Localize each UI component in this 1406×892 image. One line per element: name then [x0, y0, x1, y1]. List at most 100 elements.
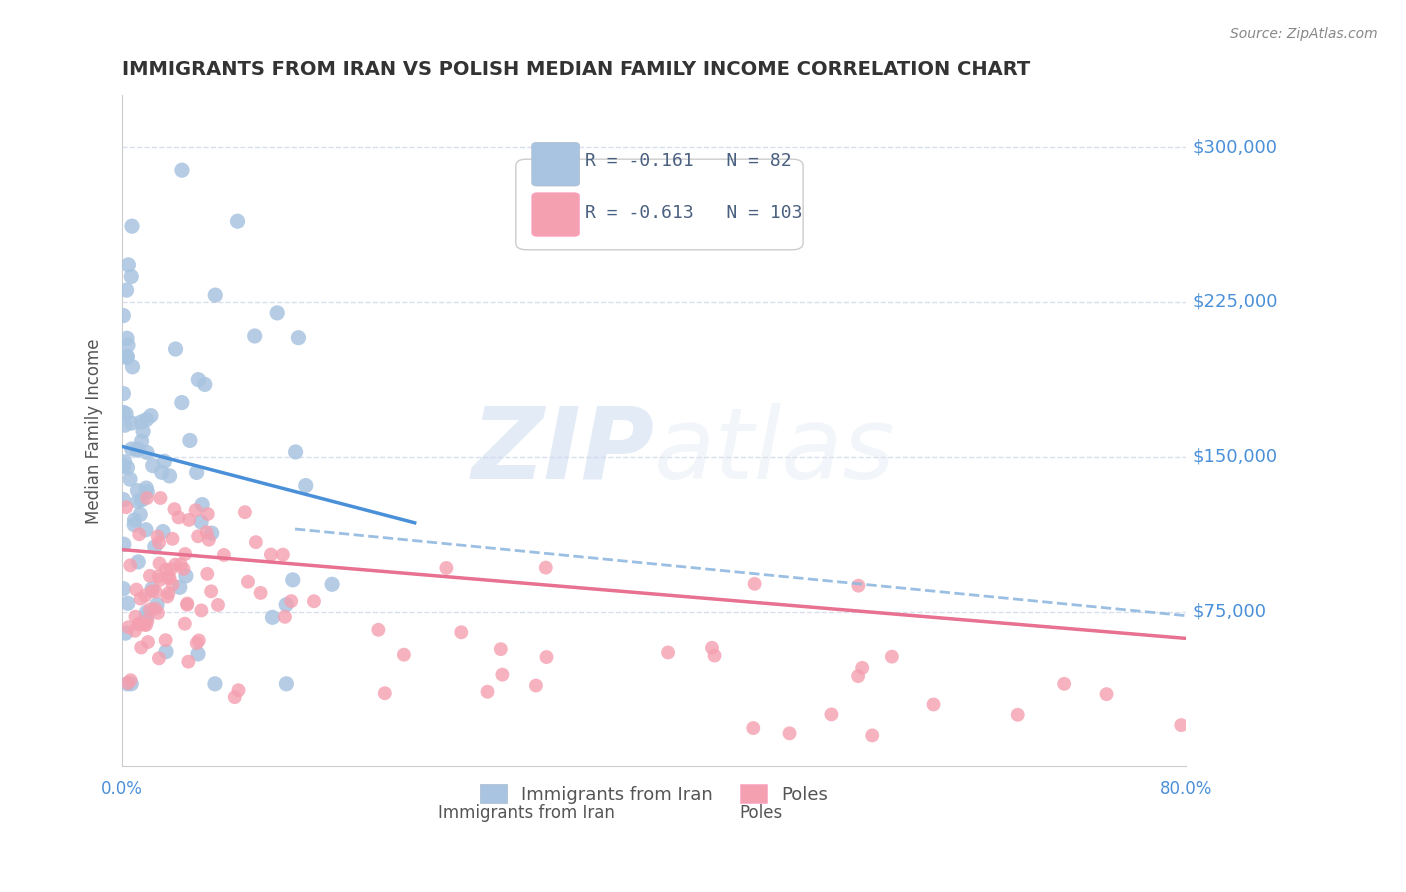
Point	[135, 618, 157, 632]
Point	[117, 596, 139, 610]
Point	[266, 306, 288, 320]
Point	[1095, 687, 1118, 701]
Point	[536, 650, 558, 665]
Point	[302, 594, 325, 608]
Point	[434, 561, 457, 575]
Point	[117, 620, 139, 634]
Point	[149, 573, 172, 587]
Point	[152, 524, 174, 539]
Point	[139, 409, 162, 423]
Point	[190, 603, 212, 617]
Point	[159, 469, 181, 483]
Point	[228, 683, 250, 698]
Point	[117, 460, 139, 475]
Point	[392, 648, 415, 662]
Point	[148, 535, 170, 549]
Point	[249, 586, 271, 600]
Point	[143, 540, 166, 554]
Point	[112, 492, 135, 507]
Point	[187, 373, 209, 387]
Point	[146, 606, 169, 620]
Point	[174, 569, 197, 583]
Point	[262, 610, 284, 624]
Point	[1007, 707, 1029, 722]
Point	[321, 577, 343, 591]
Point	[117, 338, 139, 352]
Point	[128, 616, 150, 631]
Point	[276, 677, 298, 691]
Point	[149, 491, 172, 505]
Point	[1170, 718, 1192, 732]
Point	[174, 547, 197, 561]
Point	[122, 517, 145, 532]
Point	[204, 288, 226, 302]
Point	[195, 525, 218, 540]
Point	[155, 633, 177, 648]
Point	[114, 455, 136, 469]
Point	[194, 377, 217, 392]
Point	[294, 478, 316, 492]
Point	[489, 642, 512, 657]
Point	[744, 577, 766, 591]
Point	[274, 610, 297, 624]
Point	[173, 562, 195, 576]
Point	[117, 677, 139, 691]
Point	[112, 582, 135, 596]
Point	[121, 219, 143, 234]
Point	[135, 606, 157, 620]
Text: R = -0.613   N = 103: R = -0.613 N = 103	[585, 204, 803, 222]
Point	[703, 648, 725, 663]
Point	[165, 342, 187, 356]
Point	[880, 649, 903, 664]
Point	[112, 309, 135, 323]
Text: atlas: atlas	[654, 402, 896, 500]
Point	[120, 673, 142, 688]
Point	[167, 510, 190, 524]
Point	[524, 679, 547, 693]
Text: $150,000: $150,000	[1192, 448, 1278, 466]
Point	[176, 598, 198, 612]
Point	[121, 416, 143, 430]
Point	[155, 562, 177, 576]
Point	[281, 573, 304, 587]
Point	[1053, 677, 1076, 691]
Point	[139, 569, 162, 583]
Point	[534, 560, 557, 574]
Point	[157, 586, 180, 600]
Point	[170, 558, 193, 572]
Point	[136, 445, 159, 459]
Point	[860, 728, 883, 742]
Point	[179, 434, 201, 448]
Point	[477, 685, 499, 699]
Point	[162, 577, 184, 591]
Point	[212, 548, 235, 562]
Point	[145, 584, 167, 599]
Point	[198, 533, 221, 547]
Point	[284, 445, 307, 459]
Point	[141, 582, 163, 596]
Point	[450, 625, 472, 640]
Point	[820, 707, 842, 722]
Text: ZIP: ZIP	[471, 402, 654, 500]
Point	[271, 548, 294, 562]
Point	[742, 721, 765, 735]
Point	[135, 481, 157, 495]
Point	[121, 442, 143, 456]
Point	[115, 407, 138, 421]
Text: $225,000: $225,000	[1192, 293, 1278, 311]
Point	[112, 386, 135, 401]
Point	[117, 676, 139, 690]
Point	[115, 500, 138, 515]
Point	[128, 527, 150, 541]
Y-axis label: Median Family Income: Median Family Income	[86, 338, 103, 524]
FancyBboxPatch shape	[531, 193, 579, 236]
Text: $300,000: $300,000	[1192, 138, 1278, 156]
Point	[163, 502, 186, 516]
Point	[129, 591, 152, 606]
Text: $75,000: $75,000	[1192, 603, 1267, 621]
Point	[922, 698, 945, 712]
Text: Source: ZipAtlas.com: Source: ZipAtlas.com	[1230, 27, 1378, 41]
Point	[201, 526, 224, 541]
Point	[169, 580, 191, 594]
Point	[124, 624, 146, 638]
